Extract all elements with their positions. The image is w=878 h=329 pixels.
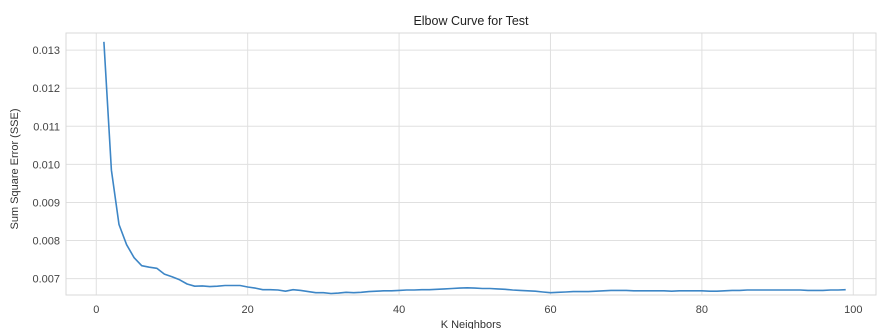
sse-line: [103, 41, 846, 295]
y-tick-label: 0.011: [33, 121, 60, 133]
x-axis-label: K Neighbors: [441, 319, 502, 329]
y-tick-label: 0.009: [32, 197, 60, 209]
y-tick-label: 0.007: [32, 274, 60, 286]
y-tick-label: 0.012: [32, 83, 60, 95]
x-tick-label: 20: [242, 304, 254, 316]
data-lines: [103, 41, 846, 295]
x-tick-label: 0: [93, 304, 99, 316]
plot-area-frame: [65, 32, 877, 296]
x-tick-label: 60: [544, 304, 556, 316]
y-axis-ticks: 0.007 0.008 0.009 0.010 0.011 0.012 0.013: [32, 45, 60, 285]
x-tick-label: 80: [696, 304, 708, 316]
chart-title: Elbow Curve for Test: [413, 14, 529, 28]
grid: [66, 33, 876, 295]
y-axis-label: Sum Square Error (SSE): [9, 108, 21, 229]
y-tick-label: 0.013: [32, 45, 60, 57]
x-axis-ticks: 0 20 40 60 80 100: [93, 304, 862, 316]
x-tick-label: 40: [393, 304, 405, 316]
y-tick-label: 0.008: [32, 236, 60, 248]
y-tick-label: 0.010: [32, 159, 60, 171]
x-tick-label: 100: [844, 304, 862, 316]
